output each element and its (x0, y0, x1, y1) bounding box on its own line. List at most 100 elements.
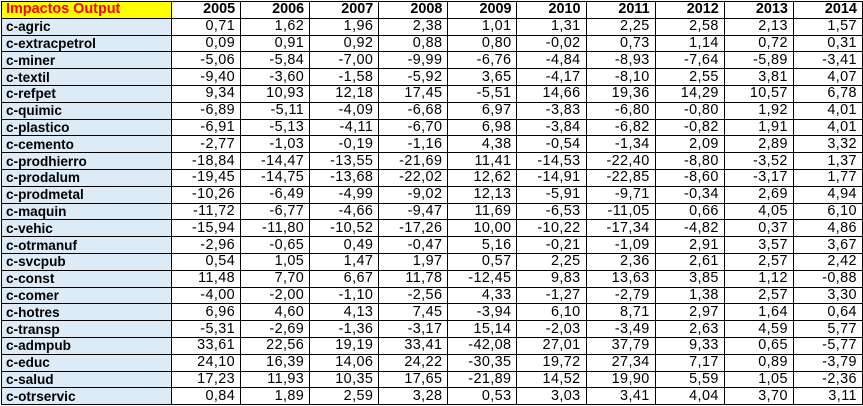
row-label[interactable]: c-textil (1, 68, 172, 86)
table-cell[interactable]: 1,57 (792, 17, 863, 36)
table-cell[interactable]: -12,45 (447, 269, 518, 288)
table-cell[interactable]: -3,17 (723, 168, 794, 187)
table-cell[interactable]: -1,34 (585, 135, 656, 154)
table-cell[interactable]: 0,37 (723, 219, 794, 238)
table-cell[interactable]: -0,80 (654, 101, 725, 120)
table-cell[interactable]: 19,72 (516, 353, 587, 372)
table-cell[interactable]: -2,56 (378, 286, 449, 305)
table-cell[interactable]: 14,66 (516, 84, 587, 103)
table-cell[interactable]: 2,57 (723, 286, 794, 305)
table-cell[interactable]: 12,62 (447, 168, 518, 187)
row-label[interactable]: c-agric (1, 17, 172, 36)
table-cell[interactable]: -6,76 (447, 51, 518, 70)
table-cell[interactable]: 17,65 (378, 370, 449, 389)
table-cell[interactable]: 11,69 (447, 202, 518, 221)
table-cell[interactable]: 0,64 (792, 303, 863, 322)
row-label[interactable]: c-quimic (1, 101, 172, 120)
table-cell[interactable]: -6,89 (170, 101, 242, 120)
table-cell[interactable]: 2,42 (792, 252, 863, 271)
table-cell[interactable]: 0,65 (723, 336, 794, 355)
table-cell[interactable]: 2,25 (585, 17, 656, 36)
row-label[interactable]: c-admpub (1, 336, 172, 355)
table-cell[interactable]: 0,54 (170, 252, 242, 271)
table-cell[interactable]: -11,80 (240, 219, 311, 238)
table-cell[interactable]: -10,26 (170, 185, 242, 204)
table-cell[interactable]: 10,93 (240, 84, 311, 103)
table-cell[interactable]: -1,36 (309, 320, 380, 338)
year-header[interactable]: 2014 (792, 1, 863, 19)
table-cell[interactable]: 15,14 (447, 320, 518, 338)
table-cell[interactable]: 6,97 (447, 101, 518, 120)
row-label[interactable]: c-educ (1, 353, 172, 372)
table-cell[interactable]: 16,39 (240, 353, 311, 372)
table-cell[interactable]: -4,11 (309, 118, 380, 137)
table-cell[interactable]: 6,98 (447, 118, 518, 137)
table-cell[interactable]: -9,47 (378, 202, 449, 221)
table-cell[interactable]: -2,03 (516, 320, 587, 338)
table-cell[interactable]: -6,82 (585, 118, 656, 137)
table-cell[interactable]: -2,77 (170, 135, 242, 154)
table-cell[interactable]: -3,83 (516, 101, 587, 120)
table-cell[interactable]: 11,48 (170, 269, 242, 288)
table-cell[interactable]: 9,33 (654, 336, 725, 355)
table-cell[interactable]: -5,84 (240, 51, 311, 70)
table-cell[interactable]: -9,71 (585, 185, 656, 204)
table-cell[interactable]: 0,66 (654, 202, 725, 221)
year-header[interactable]: 2006 (240, 1, 311, 19)
table-cell[interactable]: 4,04 (654, 387, 725, 406)
corner-label[interactable]: Impactos Output (1, 1, 172, 19)
table-cell[interactable]: -2,69 (240, 320, 311, 338)
table-cell[interactable]: 1,91 (723, 118, 794, 137)
table-cell[interactable]: 6,67 (309, 269, 380, 288)
table-cell[interactable]: -2,36 (792, 370, 863, 389)
table-cell[interactable]: 14,29 (654, 84, 725, 103)
table-cell[interactable]: -9,40 (170, 68, 242, 86)
table-cell[interactable]: -10,22 (516, 219, 587, 238)
table-cell[interactable]: 22,56 (240, 336, 311, 355)
table-cell[interactable]: 10,00 (447, 219, 518, 238)
table-cell[interactable]: 4,01 (792, 101, 863, 120)
table-cell[interactable]: 4,07 (792, 68, 863, 86)
table-cell[interactable]: -3,79 (792, 353, 863, 372)
table-cell[interactable]: -6,68 (378, 101, 449, 120)
table-cell[interactable]: -5,89 (723, 51, 794, 70)
table-cell[interactable]: 3,30 (792, 286, 863, 305)
table-cell[interactable]: 3,85 (654, 269, 725, 288)
row-label[interactable]: c-const (1, 269, 172, 288)
table-cell[interactable]: 14,52 (516, 370, 587, 389)
table-cell[interactable]: -6,77 (240, 202, 311, 221)
row-label[interactable]: c-otrmanuf (1, 236, 172, 254)
table-cell[interactable]: -3,60 (240, 68, 311, 86)
table-cell[interactable]: 33,41 (378, 336, 449, 355)
table-cell[interactable]: 0,09 (170, 34, 242, 53)
table-cell[interactable]: -6,91 (170, 118, 242, 137)
table-cell[interactable]: 33,61 (170, 336, 242, 355)
table-cell[interactable]: 0,31 (792, 34, 863, 53)
table-cell[interactable]: 1,14 (654, 34, 725, 53)
table-cell[interactable]: 1,62 (240, 17, 311, 36)
table-cell[interactable]: -11,05 (585, 202, 656, 221)
table-cell[interactable]: 0,80 (447, 34, 518, 53)
table-cell[interactable]: 12,13 (447, 185, 518, 204)
table-cell[interactable]: -8,93 (585, 51, 656, 70)
table-cell[interactable]: 3,28 (378, 387, 449, 406)
row-label[interactable]: c-prodhierro (1, 152, 172, 170)
table-cell[interactable]: 2,58 (654, 17, 725, 36)
table-cell[interactable]: -30,35 (447, 353, 518, 372)
table-cell[interactable]: 6,78 (792, 84, 863, 103)
table-cell[interactable]: 10,35 (309, 370, 380, 389)
table-cell[interactable]: -5,06 (170, 51, 242, 70)
table-cell[interactable]: -21,89 (447, 370, 518, 389)
table-cell[interactable]: -7,00 (309, 51, 380, 70)
table-cell[interactable]: -22,85 (585, 168, 656, 187)
table-cell[interactable]: 2,55 (654, 68, 725, 86)
table-cell[interactable]: -10,52 (309, 219, 380, 238)
table-cell[interactable]: 19,19 (309, 336, 380, 355)
table-cell[interactable]: 24,10 (170, 353, 242, 372)
table-cell[interactable]: -8,60 (654, 168, 725, 187)
table-cell[interactable]: 3,03 (516, 387, 587, 406)
table-cell[interactable]: -0,34 (654, 185, 725, 204)
table-cell[interactable]: -1,58 (309, 68, 380, 86)
row-label[interactable]: c-refpet (1, 84, 172, 103)
table-cell[interactable]: 6,10 (792, 202, 863, 221)
